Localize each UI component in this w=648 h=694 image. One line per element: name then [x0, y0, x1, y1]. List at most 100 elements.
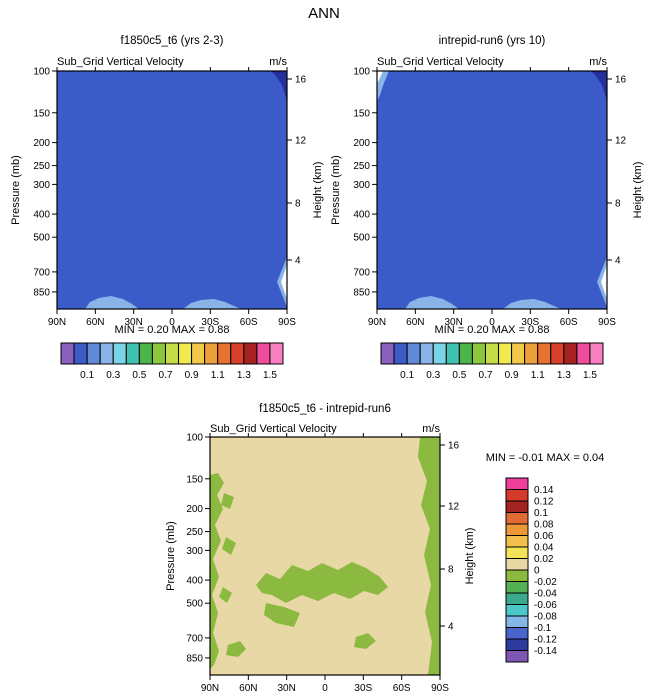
colorbar-label: 0.1	[400, 370, 414, 381]
colorbar-cell	[230, 342, 245, 365]
contour-fill	[354, 633, 376, 649]
colorbar-label: 0.5	[132, 370, 146, 381]
colorbar-cell	[204, 342, 219, 365]
colorbar-cell	[256, 342, 271, 365]
colorbar-cell	[505, 581, 529, 594]
main-title: ANN	[308, 5, 340, 22]
colorbar-label: 0.1	[80, 370, 94, 381]
colorbar-cell	[505, 500, 529, 513]
contour-fill	[601, 265, 607, 299]
colorbar-cell	[537, 342, 552, 365]
colorbar-cell	[505, 489, 529, 502]
colorbar-label: 0.9	[505, 370, 519, 381]
contour-fill	[221, 493, 234, 509]
colorbar-cell	[505, 512, 529, 525]
height-tick-label: 16	[615, 75, 627, 86]
latitude-tick-label: 90S	[278, 317, 296, 328]
colorbar-label: 0.14	[534, 485, 554, 496]
pressure-tick-label: 150	[353, 108, 370, 119]
colorbar-cell	[393, 342, 408, 365]
latitude-tick-label: 30S	[521, 317, 539, 328]
colorbar-cell	[484, 342, 500, 365]
pressure-tick-label: 200	[186, 504, 203, 515]
colorbar-cell	[505, 546, 529, 559]
pressure-tick-label: 250	[33, 161, 50, 172]
pressure-tick-label: 100	[353, 67, 370, 78]
contour-fill	[222, 537, 236, 555]
latitude-tick-label: 0	[322, 683, 328, 694]
colorbar-cell	[243, 342, 258, 365]
pressure-tick-label: 700	[33, 267, 50, 278]
units-label: m/s	[269, 56, 287, 68]
colorbar-cell	[191, 342, 206, 365]
colorbar-cell	[86, 342, 101, 365]
height-tick-label: 4	[295, 256, 301, 267]
latitude-tick-label: 60S	[560, 317, 578, 328]
panel-top-left: f1850c5_t6 (yrs 2-3) Sub_Grid Vertical V…	[10, 35, 324, 381]
colorbar-cell	[125, 342, 140, 365]
panel-top-right: intrepid-run6 (yrs 10) Sub_Grid Vertical…	[330, 35, 644, 381]
colorbar-label: 1.3	[557, 370, 571, 381]
axes-bottom: 100 150 200 250 300 400 500 700 850 16 12 8 4 90N 60N 3…	[186, 433, 459, 694]
colorbar-label: 1.1	[531, 370, 545, 381]
colorbar-label: 0.9	[185, 370, 199, 381]
contour-fills	[85, 71, 287, 309]
pressure-tick-label: 300	[186, 546, 203, 557]
latitude-tick-label: 30N	[277, 683, 295, 694]
units-label: m/s	[589, 56, 607, 68]
panel-title: f1850c5_t6 (yrs 2-3)	[121, 35, 224, 47]
minmax-label: MIN = 0.20 MAX = 0.88	[435, 324, 550, 336]
height-axis-title: Height (km)	[464, 528, 476, 585]
pressure-tick-label: 300	[353, 180, 370, 191]
latitude-tick-label: 30N	[444, 317, 462, 328]
height-tick-label: 16	[448, 441, 460, 452]
axes-top-right: 100 150 200 250 300 400 500 700 850 16 12 8 4 90N 60N 3…	[353, 67, 626, 329]
pressure-tick-label: 400	[186, 576, 203, 587]
contour-fill	[377, 71, 389, 101]
contour-fill	[226, 641, 246, 657]
colorbar-cell	[112, 342, 127, 365]
colorbar-label: 1.1	[211, 370, 225, 381]
latitude-tick-label: 90S	[431, 683, 449, 694]
contour-fill	[591, 71, 607, 101]
colorbar-label: 0.04	[534, 543, 554, 554]
pressure-axis-title: Pressure (mb)	[330, 155, 342, 225]
pressure-tick-label: 500	[186, 599, 203, 610]
colorbar-label: 0.12	[534, 497, 554, 508]
pressure-tick-label: 250	[353, 161, 370, 172]
colorbar-label: 0.5	[452, 370, 466, 381]
colorbar-cell	[505, 558, 529, 571]
colorbar-label: 0.02	[534, 554, 554, 565]
height-tick-label: 8	[295, 199, 301, 210]
height-tick-label: 4	[448, 622, 454, 633]
colorbar-cell	[550, 342, 565, 365]
colorbar-cell	[380, 342, 395, 365]
colorbar-label: 0.7	[159, 370, 173, 381]
colorbar-label: -0.08	[534, 612, 557, 623]
panel-subtitle: Sub_Grid Vertical Velocity	[210, 423, 337, 435]
latitude-tick-label: 0	[169, 317, 175, 328]
axes-top-left: 100 150 200 250 300 400 500 700 850 16 12 8 4 90N 60N 3…	[33, 67, 306, 329]
colorbar-cell	[505, 627, 529, 640]
colorbar-label: 0.08	[534, 520, 554, 531]
colorbar-label: -0.1	[534, 623, 552, 634]
contour-fill	[405, 296, 459, 309]
contour-fill	[264, 603, 300, 627]
colorbar-label: -0.02	[534, 577, 557, 588]
panel-title: intrepid-run6 (yrs 10)	[439, 35, 546, 47]
latitude-tick-label: 60N	[406, 317, 424, 328]
pressure-tick-label: 250	[186, 527, 203, 538]
height-tick-label: 12	[448, 502, 460, 513]
colorbar-label: -0.04	[534, 589, 557, 600]
colorbar-cell	[576, 342, 591, 365]
colorbar-label: 0.3	[106, 370, 120, 381]
pressure-axis-title: Pressure (mb)	[10, 155, 22, 225]
colorbar-cell	[505, 604, 529, 617]
panel-subtitle: Sub_Grid Vertical Velocity	[57, 56, 184, 68]
height-tick-label: 8	[615, 199, 621, 210]
colorbar-cell	[458, 342, 473, 365]
colorbar-label: -0.14	[534, 646, 557, 657]
height-tick-label: 16	[295, 75, 307, 86]
colorbar-difference: 0.140.120.10.080.060.040.020-0.02-0.04-0…	[505, 477, 557, 663]
